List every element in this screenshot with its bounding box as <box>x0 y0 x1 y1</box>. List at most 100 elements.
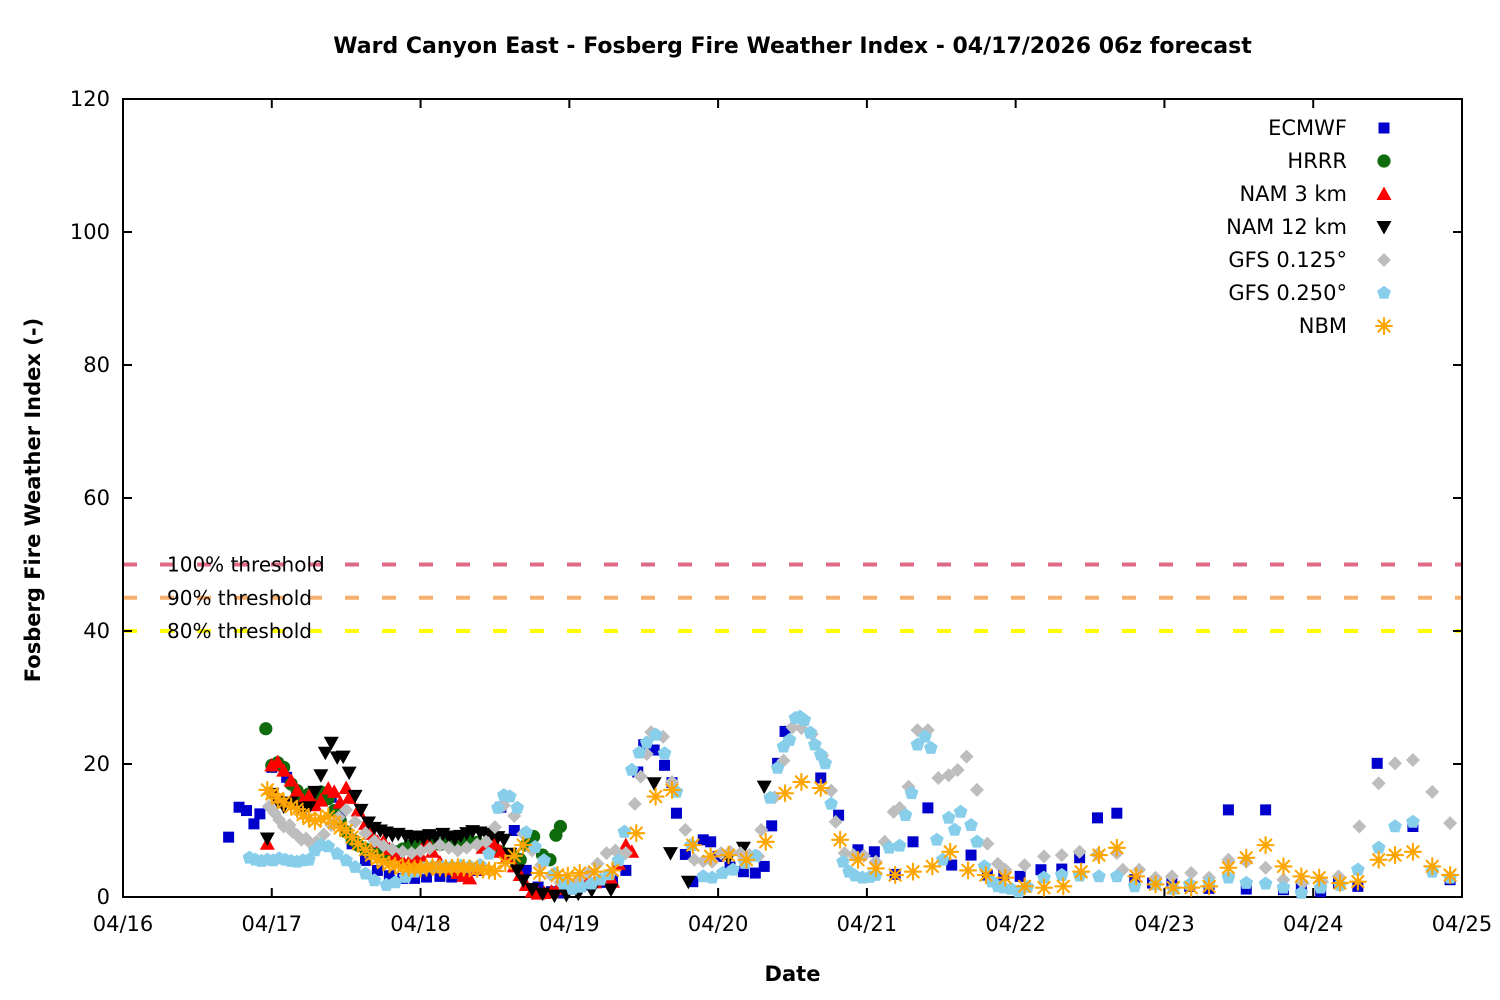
data-point-circle <box>553 819 568 834</box>
data-point-diamond <box>479 834 494 849</box>
data-point-square <box>1014 870 1026 882</box>
data-point-pentagon <box>367 873 382 887</box>
threshold-label-100: 100% threshold <box>167 553 325 577</box>
data-point-diamond <box>696 854 711 869</box>
data-point-pentagon <box>482 846 496 860</box>
data-point-triangle-down <box>353 803 369 818</box>
data-point-triangle-up <box>326 784 342 798</box>
data-point-square <box>421 871 433 883</box>
data-point-square <box>240 805 252 817</box>
data-point-triangle-down <box>313 769 329 783</box>
data-point-pentagon <box>1294 885 1309 899</box>
data-point-square <box>946 859 958 871</box>
data-point-asterisk <box>886 866 905 885</box>
data-point-square <box>1222 804 1234 816</box>
data-point-diamond <box>931 770 946 785</box>
data-point-square <box>758 860 770 872</box>
data-point-triangle-up <box>276 763 292 777</box>
data-point-pentagon <box>782 732 797 746</box>
data-point-pentagon <box>808 737 822 751</box>
data-point-asterisk <box>719 846 738 865</box>
data-point-pentagon <box>964 818 978 831</box>
data-point-triangle-down <box>259 832 275 846</box>
data-point-circle <box>1377 154 1391 168</box>
data-point-asterisk <box>996 868 1015 887</box>
data-point-square <box>1240 883 1252 895</box>
chart-title: Ward Canyon East - Fosberg Fire Weather … <box>333 34 1252 59</box>
data-point-diamond <box>754 822 769 837</box>
data-point-triangle-down <box>663 847 679 861</box>
data-point-asterisk <box>1348 872 1367 891</box>
legend-label-gfs-0-125-: GFS 0.125° <box>1228 248 1347 272</box>
data-point-diamond <box>1388 756 1403 771</box>
data-point-asterisk <box>683 836 702 855</box>
data-point-pentagon <box>611 853 626 867</box>
data-point-asterisk <box>662 780 682 799</box>
y-tick-label: 80 <box>83 353 110 377</box>
data-point-asterisk <box>496 854 515 873</box>
data-point-asterisk <box>1274 857 1293 876</box>
data-point-asterisk <box>1219 858 1238 877</box>
data-point-diamond <box>487 820 502 835</box>
data-point-square <box>1260 804 1272 816</box>
data-point-asterisk <box>1369 850 1388 869</box>
data-point-pentagon <box>657 746 672 760</box>
data-point-asterisk <box>1441 866 1460 885</box>
y-tick-label: 20 <box>83 752 110 776</box>
data-point-square <box>779 725 791 737</box>
data-point-square <box>632 766 644 778</box>
data-point-pentagon <box>763 790 777 804</box>
data-point-asterisk <box>603 861 622 880</box>
data-point-square <box>1035 864 1047 876</box>
data-point-asterisk <box>923 857 942 876</box>
legend-label-nam-12-km: NAM 12 km <box>1226 215 1347 239</box>
data-point-diamond <box>385 842 400 857</box>
data-point-pentagon <box>648 727 663 741</box>
data-point-diamond <box>1017 858 1032 873</box>
data-point-square <box>1111 807 1123 819</box>
data-point-square <box>868 846 880 858</box>
data-point-asterisk <box>737 850 756 869</box>
data-point-diamond <box>785 720 800 735</box>
data-point-asterisk <box>792 772 811 792</box>
data-point-pentagon <box>1092 869 1106 883</box>
data-point-pentagon <box>898 808 913 821</box>
data-point-asterisk <box>1015 877 1034 896</box>
data-point-pentagon <box>321 839 336 853</box>
data-point-diamond <box>950 762 965 777</box>
data-point-triangle-down <box>335 750 351 765</box>
data-point-diamond <box>316 827 331 842</box>
data-point-diamond <box>959 749 974 764</box>
data-point-pentagon <box>1388 819 1402 833</box>
data-point-square <box>659 759 671 771</box>
data-point-asterisk <box>959 861 978 880</box>
data-point-asterisk <box>1089 846 1109 865</box>
data-point-square <box>907 836 919 848</box>
data-point-square <box>281 771 293 783</box>
data-point-pentagon <box>924 740 938 754</box>
data-point-square <box>766 820 778 832</box>
data-point-pentagon <box>491 800 505 814</box>
data-point-asterisk <box>1146 875 1165 894</box>
data-point-triangle-up <box>1376 186 1392 200</box>
x-tick-label: 04/22 <box>985 912 1046 936</box>
data-point-asterisk <box>1072 862 1091 881</box>
data-point-pentagon <box>1406 814 1420 828</box>
data-point-pentagon <box>1037 870 1051 884</box>
data-point-square <box>687 876 699 888</box>
data-point-triangle-down <box>515 874 531 888</box>
data-point-diamond <box>459 840 474 855</box>
data-point-pentagon <box>953 804 968 818</box>
data-point-asterisk <box>1237 848 1256 867</box>
data-point-diamond <box>1371 776 1386 791</box>
data-point-square <box>254 808 266 820</box>
y-tick-label: 100 <box>70 220 110 244</box>
data-point-square <box>815 772 827 784</box>
data-point-pentagon <box>904 786 919 800</box>
data-point-square <box>697 834 709 846</box>
data-point-asterisk <box>1107 838 1126 857</box>
legend-label-hrrr: HRRR <box>1287 149 1347 173</box>
data-point-diamond <box>824 783 839 798</box>
data-point-square <box>965 849 977 861</box>
